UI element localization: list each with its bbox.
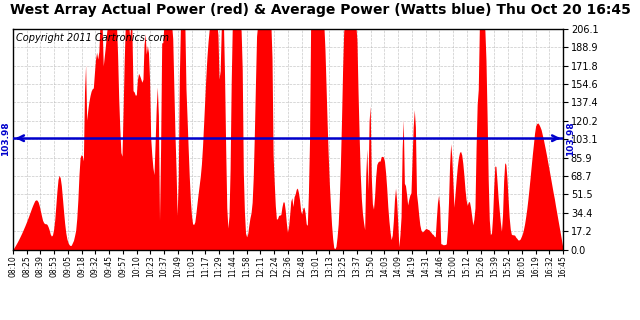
Text: 103.98: 103.98	[1, 121, 10, 156]
Text: Copyright 2011 Cartronics.com: Copyright 2011 Cartronics.com	[15, 33, 168, 43]
Text: West Array Actual Power (red) & Average Power (Watts blue) Thu Oct 20 16:45: West Array Actual Power (red) & Average …	[10, 3, 630, 17]
Text: 103.98: 103.98	[566, 121, 575, 156]
